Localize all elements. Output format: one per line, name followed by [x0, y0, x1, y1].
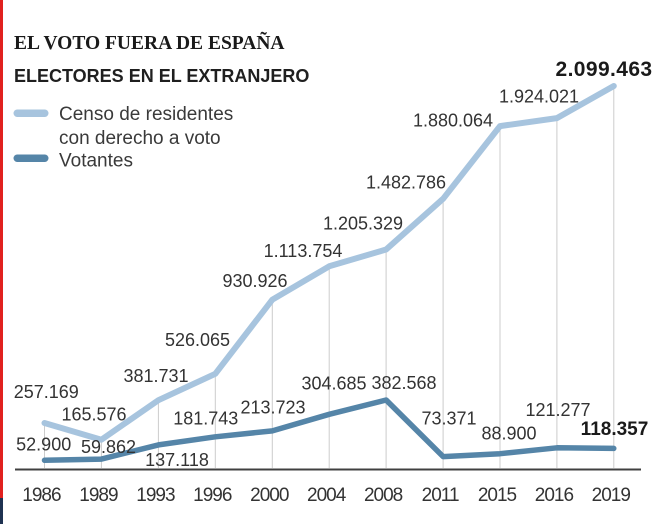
svg-text:2004: 2004 — [307, 485, 347, 506]
svg-text:73.371: 73.371 — [421, 409, 476, 429]
svg-text:1.113.754: 1.113.754 — [264, 241, 343, 261]
svg-text:1989: 1989 — [79, 485, 118, 506]
svg-text:Censo de residentes: Censo de residentes — [59, 104, 233, 125]
svg-text:con derecho a voto: con derecho a voto — [59, 128, 221, 149]
svg-text:165.576: 165.576 — [61, 405, 126, 425]
svg-text:137.118: 137.118 — [145, 450, 209, 470]
svg-text:2015: 2015 — [478, 485, 517, 506]
svg-text:2016: 2016 — [535, 485, 574, 506]
svg-text:930.926: 930.926 — [222, 271, 287, 291]
svg-text:88.900: 88.900 — [481, 424, 536, 444]
svg-text:1.205.329: 1.205.329 — [323, 213, 403, 233]
svg-text:2.099.463: 2.099.463 — [555, 58, 652, 81]
svg-text:304.685: 304.685 — [301, 374, 366, 394]
svg-text:1.880.064: 1.880.064 — [413, 111, 493, 131]
svg-text:526.065: 526.065 — [165, 330, 230, 350]
svg-text:2000: 2000 — [250, 485, 289, 506]
svg-text:382.568: 382.568 — [371, 373, 436, 393]
svg-text:1986: 1986 — [22, 485, 61, 506]
svg-text:Votantes: Votantes — [59, 151, 133, 172]
svg-text:ELECTORES EN EL EXTRANJERO: ELECTORES EN EL EXTRANJERO — [14, 66, 309, 86]
svg-text:1.482.786: 1.482.786 — [366, 173, 446, 193]
svg-text:52.900: 52.900 — [16, 434, 71, 454]
svg-text:2019: 2019 — [592, 485, 631, 506]
svg-text:121.277: 121.277 — [525, 400, 590, 420]
svg-text:1993: 1993 — [136, 485, 175, 506]
svg-text:EL VOTO FUERA DE ESPAÑA: EL VOTO FUERA DE ESPAÑA — [14, 32, 285, 54]
svg-text:2008: 2008 — [364, 485, 403, 506]
svg-text:381.731: 381.731 — [123, 366, 188, 386]
svg-text:181.743: 181.743 — [173, 409, 238, 429]
svg-text:1.924.021: 1.924.021 — [499, 87, 579, 107]
svg-text:257.169: 257.169 — [14, 382, 79, 402]
svg-text:1996: 1996 — [193, 485, 232, 506]
svg-text:59.862: 59.862 — [81, 437, 136, 457]
svg-text:213.723: 213.723 — [240, 398, 305, 418]
svg-text:118.357: 118.357 — [581, 419, 649, 440]
svg-text:2011: 2011 — [422, 485, 459, 506]
